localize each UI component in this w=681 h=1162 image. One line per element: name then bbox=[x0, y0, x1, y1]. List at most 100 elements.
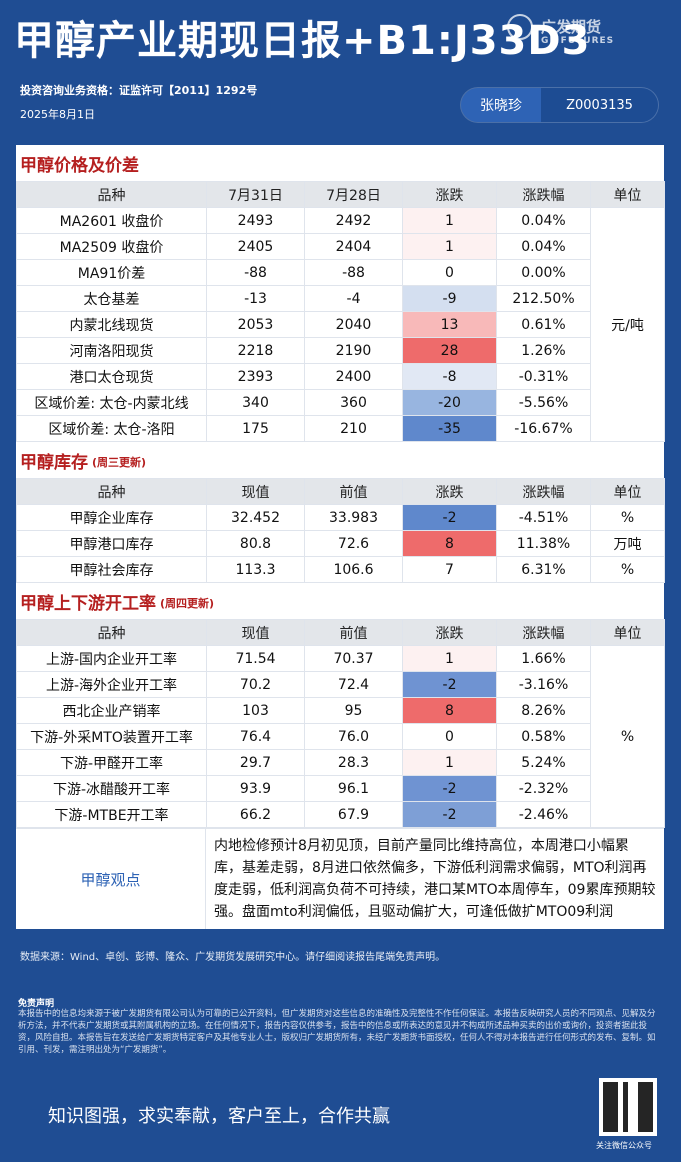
table-row: MA2601 收盘价 2493 2492 1 0.04% 元/吨 bbox=[16, 207, 665, 442]
author-id: Z0003135 bbox=[541, 88, 658, 122]
change-cell: 1 bbox=[402, 749, 497, 776]
change-pct-cell: 6.31% bbox=[496, 556, 591, 583]
operating-title: 甲醇上下游开工率 bbox=[20, 593, 156, 614]
current-value-cell: 66.2 bbox=[206, 801, 305, 828]
item-name-cell: 区域价差: 太仓-洛阳 bbox=[16, 415, 207, 442]
item-name-cell: 内蒙北线现货 bbox=[16, 311, 207, 338]
change-cell: 1 bbox=[402, 645, 497, 672]
previous-value-cell: 360 bbox=[304, 389, 403, 416]
change-cell: 7 bbox=[402, 556, 497, 583]
change-pct-cell: 212.50% bbox=[496, 285, 591, 312]
report-title: 甲醇产业期现日报+B1:J33D3 bbox=[14, 18, 591, 64]
col-header: 单位 bbox=[590, 619, 665, 646]
previous-value-cell: 33.983 bbox=[304, 504, 403, 531]
inventory-note: (周三更新) bbox=[92, 456, 147, 469]
change-pct-cell: -0.31% bbox=[496, 363, 591, 390]
col-header: 品种 bbox=[16, 181, 207, 208]
item-name-cell: 甲醇港口库存 bbox=[16, 530, 207, 557]
data-source: 数据来源：Wind、卓创、彭博、隆众、广发期货发展研究中心。请仔细阅读报告尾端免… bbox=[20, 952, 446, 963]
change-cell: -2 bbox=[402, 775, 497, 802]
current-value-cell: 103 bbox=[206, 697, 305, 724]
unit-cell: 万吨 bbox=[590, 530, 665, 557]
table-row: 甲醇企业库存 32.452 33.983 -2 -4.51%% bbox=[16, 504, 665, 531]
previous-value-cell: 210 bbox=[304, 415, 403, 442]
author-name: 张晓珍 bbox=[480, 98, 522, 114]
table-row: MA2509 收盘价 2405 2404 1 0.04% bbox=[16, 233, 665, 260]
col-header: 涨跌幅 bbox=[496, 181, 591, 208]
table-row: 区域价差: 太仓-洛阳 175 210 -35 -16.67% bbox=[16, 415, 665, 442]
disclaimer-text: 本报告中的信息均来源于被广发期货有限公司认为可靠的已公开资料，但广发期货对这些信… bbox=[18, 1009, 656, 1055]
current-value-cell: 340 bbox=[206, 389, 305, 416]
previous-value-cell: -4 bbox=[304, 285, 403, 312]
table-row: 河南洛阳现货 2218 2190 28 1.26% bbox=[16, 337, 665, 364]
license-text: 投资咨询业务资格：证监许可【2011】1292号 bbox=[20, 84, 258, 97]
previous-value-cell: 2190 bbox=[304, 337, 403, 364]
previous-value-cell: 72.4 bbox=[304, 671, 403, 698]
col-header: 7月28日 bbox=[304, 181, 403, 208]
table-row: 下游-冰醋酸开工率 93.9 96.1 -2 -2.32% bbox=[16, 775, 665, 802]
change-cell: -2 bbox=[402, 801, 497, 828]
unit-cell: % bbox=[590, 645, 665, 828]
change-cell: 0 bbox=[402, 723, 497, 750]
operating-note: (周四更新) bbox=[160, 597, 215, 610]
report-date: 2025年8月1日 bbox=[20, 108, 95, 121]
col-header: 涨跌幅 bbox=[496, 619, 591, 646]
current-value-cell: 32.452 bbox=[206, 504, 305, 531]
change-pct-cell: -3.16% bbox=[496, 671, 591, 698]
table-row: 下游-甲醛开工率 29.7 28.3 1 5.24% bbox=[16, 749, 665, 776]
inventory-title: 甲醇库存 bbox=[20, 452, 88, 473]
previous-value-cell: 67.9 bbox=[304, 801, 403, 828]
previous-value-cell: 2040 bbox=[304, 311, 403, 338]
table-row: MA91价差 -88 -88 0 0.00% bbox=[16, 259, 665, 286]
current-value-cell: 175 bbox=[206, 415, 305, 442]
table-row: 上游-国内企业开工率 71.54 70.37 1 1.66%% bbox=[16, 645, 665, 828]
col-header: 现值 bbox=[206, 619, 305, 646]
change-pct-cell: -2.32% bbox=[496, 775, 591, 802]
item-name-cell: MA2601 收盘价 bbox=[16, 207, 207, 234]
current-value-cell: 113.3 bbox=[206, 556, 305, 583]
table-header-row: 品种 7月31日 7月28日 涨跌 涨跌幅 单位 bbox=[16, 181, 665, 208]
change-cell: -9 bbox=[402, 285, 497, 312]
col-header: 涨跌幅 bbox=[496, 478, 591, 505]
current-value-cell: 80.8 bbox=[206, 530, 305, 557]
report-header: 甲醇产业期现日报+B1:J33D3 广发期货 GF FUTURES 投资咨询业务… bbox=[0, 0, 681, 138]
previous-value-cell: 2400 bbox=[304, 363, 403, 390]
col-header: 涨跌 bbox=[402, 478, 497, 505]
item-name-cell: 上游-海外企业开工率 bbox=[16, 671, 207, 698]
price-table: 品种 7月31日 7月28日 涨跌 涨跌幅 单位 MA2601 收盘价 2493 2… bbox=[16, 181, 665, 442]
item-name-cell: 上游-国内企业开工率 bbox=[16, 645, 207, 672]
disclaimer-title: 免责声明 bbox=[18, 999, 55, 1009]
change-cell: 0 bbox=[402, 259, 497, 286]
change-pct-cell: 1.66% bbox=[496, 645, 591, 672]
report-panel: 甲醇价格及价差 品种 7月31日 7月28日 涨跌 涨跌幅 单位 MA2601 … bbox=[16, 145, 665, 929]
item-name-cell: 甲醇社会库存 bbox=[16, 556, 207, 583]
current-value-cell: 70.2 bbox=[206, 671, 305, 698]
change-pct-cell: 11.38% bbox=[496, 530, 591, 557]
logo-name-en: GF FUTURES bbox=[541, 36, 615, 46]
table-header-row: 品种 现值 前值 涨跌 涨跌幅 单位 bbox=[16, 619, 665, 646]
col-header: 前值 bbox=[304, 478, 403, 505]
col-header: 品种 bbox=[16, 478, 207, 505]
change-cell: -35 bbox=[402, 415, 497, 442]
item-name-cell: 甲醇企业库存 bbox=[16, 504, 207, 531]
change-pct-cell: -4.51% bbox=[496, 504, 591, 531]
col-header: 前值 bbox=[304, 619, 403, 646]
change-cell: 1 bbox=[402, 233, 497, 260]
table-row: 下游-外采MTO装置开工率 76.4 76.0 0 0.58% bbox=[16, 723, 665, 750]
col-header: 单位 bbox=[590, 478, 665, 505]
operating-section-title: 甲醇上下游开工率 (周四更新) bbox=[16, 583, 664, 619]
item-name-cell: 港口太仓现货 bbox=[16, 363, 207, 390]
table-row: 港口太仓现货 2393 2400 -8 -0.31% bbox=[16, 363, 665, 390]
previous-value-cell: 70.37 bbox=[304, 645, 403, 672]
logo-mark-icon bbox=[507, 14, 533, 40]
current-value-cell: 2393 bbox=[206, 363, 305, 390]
change-pct-cell: 1.26% bbox=[496, 337, 591, 364]
item-name-cell: 下游-甲醛开工率 bbox=[16, 749, 207, 776]
current-value-cell: -88 bbox=[206, 259, 305, 286]
current-value-cell: 29.7 bbox=[206, 749, 305, 776]
inventory-table: 品种 现值 前值 涨跌 涨跌幅 单位 甲醇企业库存 32.452 33.983 -2-… bbox=[16, 478, 665, 583]
view-text: 内地检修预计8月初见顶，目前产量同比维持高位，本周港口小幅累库，基差走弱，8月进… bbox=[214, 838, 656, 920]
col-header: 涨跌 bbox=[402, 619, 497, 646]
change-cell: -2 bbox=[402, 671, 497, 698]
price-title: 甲醇价格及价差 bbox=[20, 155, 139, 176]
